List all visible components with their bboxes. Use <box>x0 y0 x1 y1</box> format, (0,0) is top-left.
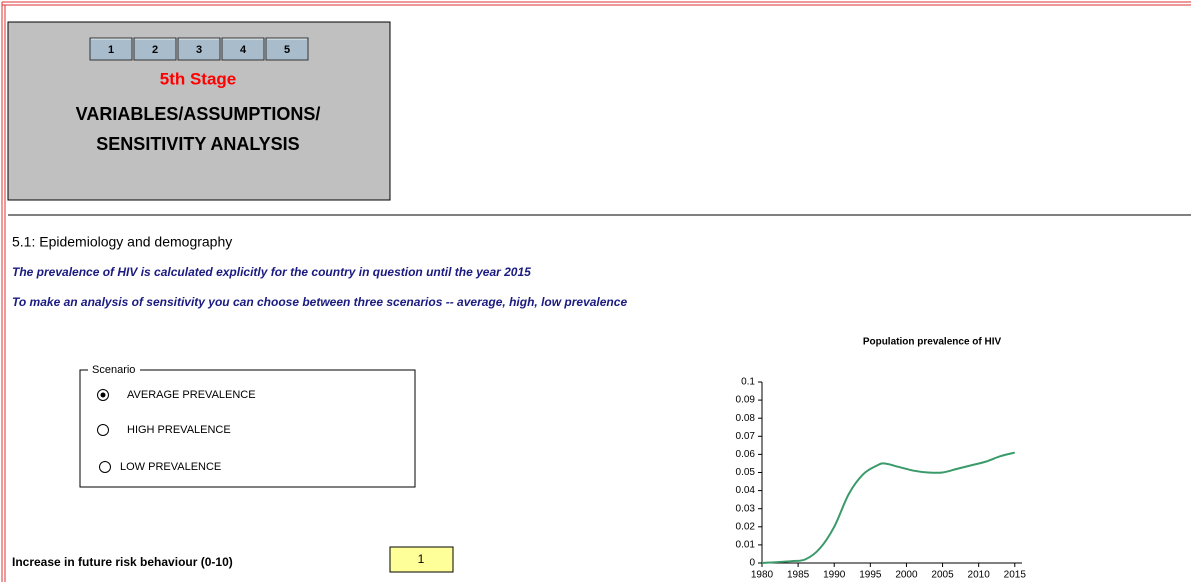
nav-button-label: 3 <box>196 44 202 56</box>
chart-title: Population prevalence of HIV <box>863 337 1002 348</box>
nav-button-label: 1 <box>108 44 114 56</box>
risk-label: Increase in future risk behaviour (0-10) <box>12 555 233 569</box>
y-tick-label: 0.1 <box>741 377 755 388</box>
stage-title: VARIABLES/ASSUMPTIONS/ <box>76 104 321 124</box>
group-box <box>79 369 416 488</box>
y-tick-label: 0.07 <box>736 431 756 442</box>
radio-dot <box>100 392 106 398</box>
nav-button[interactable] <box>133 37 177 61</box>
risk-value: 1 <box>418 552 425 566</box>
x-tick-label: 2000 <box>895 570 918 581</box>
nav-button-label: 2 <box>152 44 158 56</box>
stage-title: SENSITIVITY ANALYSIS <box>96 134 299 154</box>
y-tick-label: 0.08 <box>736 413 756 424</box>
y-tick-label: 0.02 <box>736 521 756 532</box>
group-box-gap <box>88 363 140 377</box>
nav-button-label: 5 <box>284 44 290 56</box>
nav-button[interactable] <box>265 37 309 61</box>
risk-input[interactable] <box>389 546 454 573</box>
stage-label: 5th Stage <box>160 69 237 88</box>
y-tick-label: 0.01 <box>736 540 756 551</box>
x-tick-label: 1990 <box>823 570 846 581</box>
group-label: Scenario <box>92 364 135 376</box>
section-title: 5.1: Epidemiology and demography <box>12 234 232 250</box>
radio-label: LOW PREVALENCE <box>120 461 221 473</box>
radio-label: AVERAGE PREVALENCE <box>127 389 256 401</box>
radio[interactable] <box>97 424 109 436</box>
y-tick-label: 0.04 <box>736 485 756 496</box>
radio-label: HIGH PREVALENCE <box>127 424 231 436</box>
nav-button[interactable] <box>89 37 133 61</box>
nav-button-label: 4 <box>240 44 247 56</box>
x-tick-label: 1995 <box>859 570 882 581</box>
radio[interactable] <box>99 461 111 473</box>
y-tick-label: 0.05 <box>736 467 756 478</box>
x-tick-label: 1985 <box>787 570 810 581</box>
x-tick-label: 1980 <box>751 570 774 581</box>
x-tick-label: 2015 <box>1004 570 1027 581</box>
nav-button[interactable] <box>221 37 265 61</box>
series-line <box>761 451 1016 564</box>
y-tick-label: 0.09 <box>736 395 756 406</box>
y-tick-label: 0.06 <box>736 449 756 460</box>
note: The prevalence of HIV is calculated expl… <box>12 265 531 279</box>
note: To make an analysis of sensitivity you c… <box>12 295 627 309</box>
y-tick-label: 0.03 <box>736 503 756 514</box>
nav-button[interactable] <box>177 37 221 61</box>
x-tick-label: 2005 <box>931 570 954 581</box>
y-tick-label: 0 <box>749 558 755 569</box>
x-tick-label: 2010 <box>968 570 991 581</box>
